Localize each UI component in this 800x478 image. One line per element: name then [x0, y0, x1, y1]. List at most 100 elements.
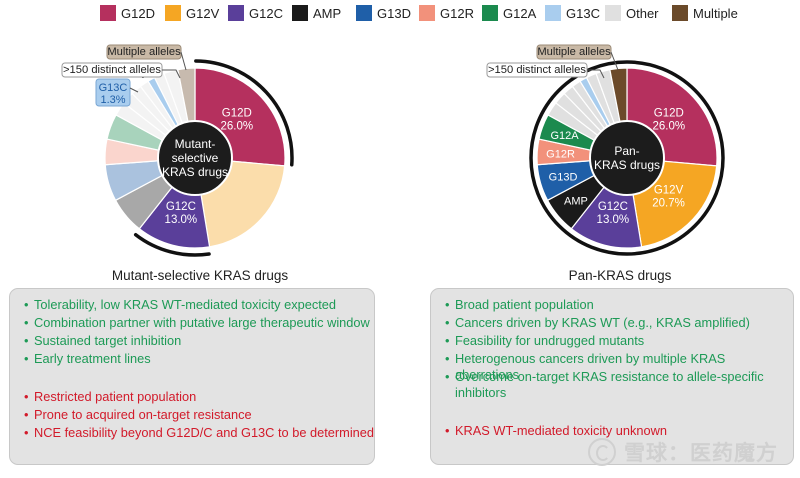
legend-label: G13D	[377, 5, 411, 21]
pie-center-label: Pan-	[614, 144, 639, 158]
pie-center-label: Mutant-	[175, 137, 216, 151]
left-chart-title: Mutant-selective KRAS drugs	[111, 268, 289, 283]
bullet: •	[445, 333, 450, 348]
legend-label: Other	[626, 5, 659, 21]
bullet: •	[24, 315, 29, 330]
legend-label: G13C	[566, 5, 600, 21]
slice-label-g12a: G12A	[550, 130, 579, 142]
legend-item-g12v: G12V	[165, 4, 219, 22]
legend-label: AMP	[313, 5, 342, 21]
pro-item: • Heterogenous cancers driven by multiple…	[445, 351, 775, 383]
pro-item: • Overcome on-target KRAS resistance to a…	[445, 369, 775, 401]
left-multiple-callout-text: Multiple alleles	[107, 46, 181, 58]
legend-item-g12d: G12D	[100, 4, 155, 22]
pro-item: • Sustained target inhibition	[24, 333, 181, 349]
legend-label: G12R	[440, 5, 474, 21]
slice-label-amp: AMP	[564, 196, 588, 208]
pie-center-label: KRAS drugs	[162, 165, 228, 179]
bullet: •	[445, 351, 450, 366]
slice-value-g12c: 13.0%	[597, 214, 630, 226]
legend-item-g12c: G12C	[228, 4, 283, 22]
bullet: •	[445, 297, 450, 312]
watermark: 雪球：医药魔方	[588, 438, 788, 466]
pro-item: • Combination partner with putative large…	[24, 315, 370, 331]
legend-swatch	[605, 5, 621, 21]
slice-value-g12d: 26.0%	[653, 121, 686, 133]
bullet: •	[24, 425, 29, 440]
right-distinct-callout-text: >150 distinct alleles	[488, 64, 586, 76]
legend-swatch	[419, 5, 435, 21]
legend-label: Multiple	[693, 5, 738, 21]
pro-item: • Broad patient population	[445, 297, 775, 313]
legend-item-g12r: G12R	[419, 4, 474, 22]
legend-item-g13d: G13D	[356, 4, 411, 22]
pro-text: Broad patient population	[455, 297, 594, 312]
slice-label-g12r: G12R	[546, 148, 575, 160]
con-item: • KRAS WT-mediated toxicity unknown	[445, 423, 775, 439]
legend-label: G12A	[503, 5, 537, 21]
legend-swatch	[292, 5, 308, 21]
right-panel: • Broad patient population • Cancers driven…	[430, 288, 794, 465]
pro-text: Heterogenous cancers driven by multiple …	[455, 351, 726, 382]
bullet: •	[24, 407, 29, 422]
pro-item: • Cancers driven by KRAS WT (e.g., KRAS a…	[445, 315, 775, 331]
legend-item-g12a: G12A	[482, 4, 536, 22]
legend-swatch	[165, 5, 181, 21]
legend-label: G12C	[249, 5, 283, 21]
pie-center-label: KRAS drugs	[594, 158, 660, 172]
con-item: • Prone to acquired on-target resistance	[24, 407, 252, 423]
legend-label: G12V	[186, 5, 220, 21]
pro-item: • Tolerability, low KRAS WT-mediated toxi…	[24, 297, 336, 313]
pie-center-label: selective	[172, 151, 219, 165]
bullet: •	[24, 297, 29, 312]
slice-value-g12c: 13.0%	[165, 214, 198, 226]
con-text: Prone to acquired on-target resistance	[34, 407, 252, 422]
con-text: Restricted patient population	[34, 389, 197, 404]
slice-label-g12d: G12D	[222, 108, 252, 120]
left-distinct-leader	[162, 69, 181, 79]
right-distinct-leader	[587, 69, 605, 79]
left-multiple-leader	[180, 51, 187, 71]
legend-swatch	[545, 5, 561, 21]
pie-center	[589, 120, 665, 196]
snowball-logo-icon	[588, 438, 616, 466]
bullet: •	[445, 423, 450, 438]
legend-item-g13c: G13C	[545, 4, 600, 22]
g13c-callout-label: G13C	[99, 82, 128, 94]
pro-item: • Feasibility for undrugged mutants	[445, 333, 775, 349]
right-multiple-leader	[610, 51, 619, 71]
g13c-callout-box	[95, 78, 131, 107]
legend-label: G12D	[121, 5, 155, 21]
con-text: NCE feasibility beyond G12D/C and G13C t…	[34, 425, 375, 440]
bullet: •	[24, 351, 29, 366]
left-panel: • Tolerability, low KRAS WT-mediated toxi…	[9, 288, 375, 465]
legend-item-amp: AMP	[292, 4, 341, 22]
legend-swatch	[672, 5, 688, 21]
watermark-text: 雪球：医药魔方	[624, 442, 778, 465]
bullet: •	[445, 315, 450, 330]
slice-value-g12d: 26.0%	[221, 121, 254, 133]
pro-text: Sustained target inhibition	[34, 333, 182, 348]
right-multiple-callout-text: Multiple alleles	[537, 46, 611, 58]
legend: G12D G12V G12C AMP G13D G12R G12A G13C Other Mult…	[0, 4, 800, 24]
g13c-leader	[129, 87, 139, 93]
arc-g12d	[194, 59, 294, 167]
bullet: •	[24, 389, 29, 404]
pro-item: • Early treatment lines	[24, 351, 151, 367]
arc-g12c	[133, 233, 211, 257]
pro-text: Combination partner with putative large …	[34, 315, 370, 330]
slice-label-g13d: G13D	[549, 172, 578, 184]
legend-swatch	[482, 5, 498, 21]
bullet: •	[24, 333, 29, 348]
legend-item-other: Other	[605, 4, 659, 22]
left-distinct-callout-text: >150 distinct alleles	[63, 64, 161, 76]
slice-label-g12d: G12D	[654, 108, 684, 120]
bullet: •	[445, 369, 450, 384]
right-chart-title: Pan-KRAS drugs	[568, 268, 672, 283]
legend-swatch	[100, 5, 116, 21]
con-text: KRAS WT-mediated toxicity unknown	[455, 423, 667, 438]
legend-swatch	[228, 5, 244, 21]
slice-label-g12c: G12C	[166, 201, 196, 213]
con-item: • Restricted patient population	[24, 389, 196, 405]
